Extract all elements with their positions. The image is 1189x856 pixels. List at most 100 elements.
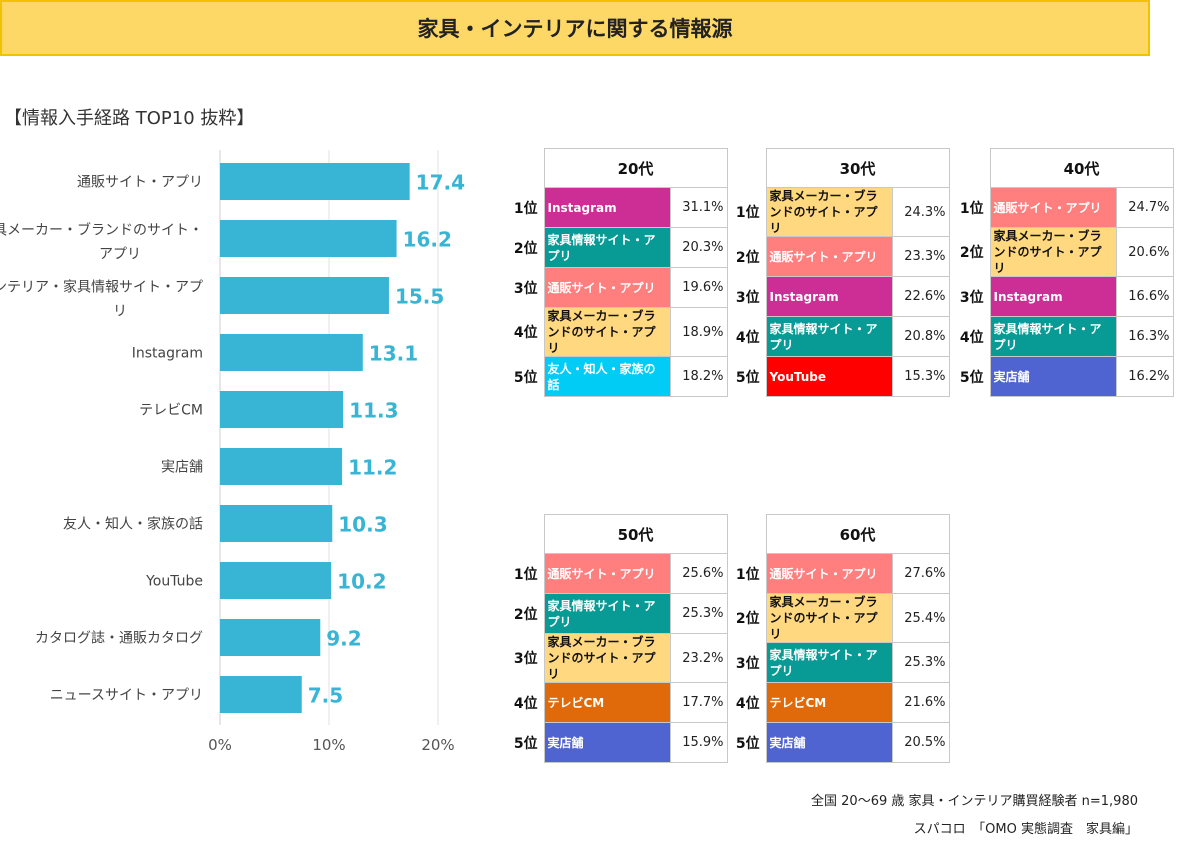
rank-label: 4位: [735, 329, 760, 346]
top10-bar-chart: 0% 10% 20% 17.4 通販サイト・アプリ 16.2 家具メーカー・ブランドのサイト…: [0, 150, 465, 754]
category-label: ニュースサイト・アプリ: [50, 688, 203, 704]
source-label: 家具メーカー・ブランドのサイト・アプリ: [543, 633, 671, 683]
percent-value: 15.9%: [669, 722, 728, 763]
bar: [220, 334, 363, 371]
rank-label: 5位: [959, 369, 984, 386]
category-label: インテリア・家具情報サイト・アプリ: [0, 279, 203, 320]
percent-value: 18.2%: [669, 356, 728, 397]
rank-label: 1位: [735, 566, 760, 583]
percent-value: 22.6%: [891, 276, 950, 317]
rank-label: 1位: [959, 200, 984, 217]
rank-label: 1位: [513, 200, 538, 217]
bar: [220, 277, 389, 314]
source-label: 家具情報サイト・アプリ: [989, 316, 1117, 357]
ranking-row: 5位 実店舗 20.5%: [730, 722, 950, 763]
percent-value: 16.3%: [1115, 316, 1174, 357]
ranking-row: 5位 実店舗 15.9%: [508, 722, 728, 763]
ranking-table-40代: 40代 1位 通販サイト・アプリ 24.7% 2位 家具メーカー・ブランドのサイト・アプリ…: [954, 148, 1174, 397]
ranking-row: 3位 通販サイト・アプリ 19.6%: [508, 267, 728, 308]
category-label: 実店舗: [161, 460, 203, 476]
percent-value: 25.6%: [669, 553, 728, 594]
data-label: 9.2: [326, 627, 361, 651]
ranking-row: 1位 通販サイト・アプリ 24.7%: [954, 187, 1174, 228]
ranking-row: 2位 家具メーカー・ブランドのサイト・アプリ 25.4%: [730, 593, 950, 643]
data-label: 10.2: [337, 570, 386, 594]
percent-value: 24.3%: [891, 187, 950, 237]
data-label: 13.1: [369, 342, 418, 366]
percent-value: 25.3%: [669, 593, 728, 634]
source-label: テレビCM: [543, 682, 671, 723]
ranking-row: 1位 Instagram 31.1%: [508, 187, 728, 228]
rank-label: 1位: [513, 566, 538, 583]
ranking-row: 3位 Instagram 16.6%: [954, 276, 1174, 317]
source-label: 通販サイト・アプリ: [543, 267, 671, 308]
bar: [220, 676, 302, 713]
category-label: テレビCM: [139, 403, 203, 419]
ranking-row: 1位 通販サイト・アプリ 25.6%: [508, 553, 728, 594]
source-label: Instagram: [543, 187, 671, 228]
percent-value: 17.7%: [669, 682, 728, 723]
chart-subtitle: 【情報入手経路 TOP10 抜粋】: [4, 108, 255, 129]
data-label: 16.2: [403, 228, 452, 252]
percent-value: 23.3%: [891, 236, 950, 277]
rank-label: 2位: [735, 249, 760, 266]
rank-label: 3位: [735, 289, 760, 306]
percent-value: 31.1%: [669, 187, 728, 228]
rank-label: 5位: [735, 735, 760, 752]
x-tick-label: 20%: [421, 736, 454, 754]
percent-value: 24.7%: [1115, 187, 1174, 228]
source-label: 家具メーカー・ブランドのサイト・アプリ: [989, 227, 1117, 277]
data-label: 11.3: [349, 399, 398, 423]
category-label: カタログ誌・通販カタログ: [35, 631, 203, 647]
percent-value: 19.6%: [669, 267, 728, 308]
age-header: 20代: [543, 148, 728, 188]
source-label: Instagram: [765, 276, 893, 317]
sample-note: 全国 20～69 歳 家具・インテリア購買経験者 n=1,980: [811, 794, 1138, 809]
rank-label: 4位: [513, 695, 538, 712]
ranking-table-30代: 30代 1位 家具メーカー・ブランドのサイト・アプリ 24.3% 2位 通販サイト・アプリ…: [730, 148, 950, 397]
ranking-row: 1位 通販サイト・アプリ 27.6%: [730, 553, 950, 594]
percent-value: 15.3%: [891, 356, 950, 397]
ranking-row: 2位 家具情報サイト・アプリ 25.3%: [508, 593, 728, 634]
category-label: 通販サイト・アプリ: [77, 175, 203, 191]
ranking-row: 5位 友人・知人・家族の話 18.2%: [508, 356, 728, 397]
age-header: 60代: [765, 514, 950, 554]
rank-label: 2位: [735, 611, 760, 627]
ranking-row: 5位 YouTube 15.3%: [730, 356, 950, 397]
rank-label: 2位: [513, 240, 538, 257]
ranking-row: 2位 家具メーカー・ブランドのサイト・アプリ 20.6%: [954, 227, 1174, 277]
percent-value: 23.2%: [669, 633, 728, 683]
source-label: YouTube: [765, 356, 893, 397]
ranking-row: 2位 通販サイト・アプリ 23.3%: [730, 236, 950, 277]
percent-value: 18.9%: [669, 307, 728, 357]
source-note: スパコロ 「OMO 実態調査 家具編」: [913, 822, 1138, 837]
category-label: Instagram: [132, 346, 203, 362]
source-label: 家具情報サイト・アプリ: [765, 316, 893, 357]
rank-label: 3位: [513, 280, 538, 297]
ranking-row: 1位 家具メーカー・ブランドのサイト・アプリ 24.3%: [730, 187, 950, 237]
ranking-row: 4位 家具メーカー・ブランドのサイト・アプリ 18.9%: [508, 307, 728, 357]
rank-label: 4位: [735, 695, 760, 712]
rank-label: 2位: [959, 245, 984, 261]
rank-label: 5位: [513, 369, 538, 386]
rank-label: 5位: [513, 735, 538, 752]
ranking-table-50代: 50代 1位 通販サイト・アプリ 25.6% 2位 家具情報サイト・アプリ 25.3% 3位家…: [508, 514, 728, 763]
percent-value: 16.6%: [1115, 276, 1174, 317]
source-label: 実店舗: [765, 722, 893, 763]
ranking-table-60代: 60代 1位 通販サイト・アプリ 27.6% 2位 家具メーカー・ブランドのサイト・アプリ…: [730, 514, 950, 763]
ranking-table-20代: 20代 1位 Instagram 31.1% 2位 家具情報サイト・アプリ 20.3% 3位通…: [508, 148, 728, 397]
data-label: 17.4: [416, 171, 465, 195]
bar: [220, 562, 332, 599]
age-header: 30代: [765, 148, 950, 188]
bar: [220, 391, 344, 428]
rank-label: 5位: [735, 369, 760, 386]
source-label: 家具メーカー・ブランドのサイト・アプリ: [765, 187, 893, 237]
rank-label: 1位: [735, 205, 760, 221]
ranking-row: 4位 テレビCM 17.7%: [508, 682, 728, 723]
source-label: 家具メーカー・ブランドのサイト・アプリ: [543, 307, 671, 357]
rank-label: 2位: [513, 606, 538, 623]
rank-label: 3位: [735, 655, 760, 672]
data-label: 15.5: [395, 285, 444, 309]
source-label: テレビCM: [765, 682, 893, 723]
source-label: 実店舗: [989, 356, 1117, 397]
